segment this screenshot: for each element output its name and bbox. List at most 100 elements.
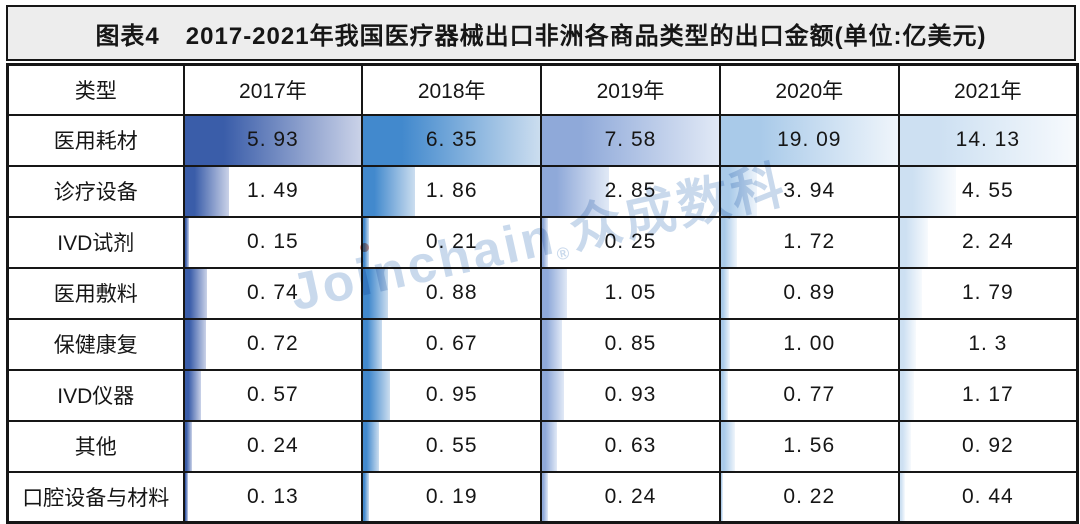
cell-value: 0. 88 [425,281,478,304]
data-bar [363,472,369,521]
value-cell: 0. 93 [540,368,721,422]
data-bar [720,472,723,521]
cell-value: 4. 55 [961,179,1014,202]
cell-value: 0. 44 [961,484,1014,508]
value-cell: 4. 55 [897,164,1079,218]
row-label: 医用敷料 [6,266,185,320]
value-cell: 1. 3 [897,317,1079,371]
table-row: IVD仪器 0. 57 0. 95 0. 93 0. 77 1. 17 [6,368,1079,422]
value-cell: 14. 13 [897,113,1079,167]
table-row: 口腔设备与材料 0. 13 0. 19 0. 24 0. 22 0. 44 [6,470,1079,524]
data-bar [363,217,370,267]
data-bar [542,319,562,369]
table-row: IVD试剂 0. 15 0. 21 0. 25 1. 72 2. 24 [6,215,1079,269]
value-cell: 2. 24 [897,215,1079,269]
year-column-header: 2018年 [361,63,543,116]
data-bar [363,421,379,471]
row-label: IVD仪器 [6,368,185,422]
value-cell: 0. 22 [718,470,900,524]
data-bar [542,370,564,420]
cell-value: 0. 67 [425,332,478,355]
value-cell: 5. 93 [182,113,364,167]
value-cell: 0. 13 [182,470,364,524]
value-cell: 0. 77 [718,368,900,422]
cell-value: 0. 72 [247,332,299,355]
type-column-header: 类型 [6,63,185,116]
data-bar [899,115,1076,165]
header-row: 类型 2017年 2018年 2019年 2020年 2021年 [6,63,1079,116]
row-label: 口腔设备与材料 [6,470,185,524]
data-bar [184,115,362,165]
value-cell: 0. 95 [361,368,543,422]
value-cell: 0. 24 [182,419,364,473]
value-cell: 1. 05 [540,266,721,320]
data-bar [542,472,548,521]
value-cell: 0. 55 [361,419,543,473]
cell-value: 0. 92 [961,434,1014,457]
cell-value: 1. 79 [961,281,1014,304]
data-bar [720,217,737,267]
cell-value: 1. 00 [783,332,836,355]
data-bar [184,166,229,216]
value-cell: 0. 85 [540,317,721,371]
figure-title: 2017-2021年我国医疗器械出口非洲各商品类型的出口金额(单位:亿美元) [185,22,987,50]
year-column-header: 2021年 [897,63,1079,116]
data-bar [720,319,731,369]
value-cell: 1. 17 [897,368,1079,422]
figure-title-bar: 图表4 2017-2021年我国医疗器械出口非洲各商品类型的出口金额(单位:亿美… [6,5,1076,61]
year-column-header: 2019年 [540,63,721,116]
value-cell: 0. 89 [718,266,900,320]
value-cell: 6. 35 [361,113,543,167]
cell-value: 1. 05 [604,281,657,304]
cell-value: 0. 89 [783,281,836,304]
value-cell: 0. 92 [897,419,1079,473]
cell-value: 0. 21 [425,230,478,253]
data-bar [363,319,382,369]
cell-value: 1. 17 [961,383,1014,406]
data-bar [899,268,923,318]
data-bar [184,217,189,267]
cell-value: 0. 63 [604,434,657,457]
data-bar [363,370,390,420]
data-bar [184,268,207,318]
row-label: 其他 [6,419,185,473]
cell-value: 5. 93 [247,128,299,151]
value-cell: 1. 00 [718,317,900,371]
row-label: 医用耗材 [6,113,185,167]
value-cell: 2. 85 [540,164,721,218]
value-cell: 0. 88 [361,266,543,320]
value-cell: 1. 49 [182,164,364,218]
cell-value: 0. 74 [247,281,299,304]
cell-value: 0. 19 [425,484,478,508]
cell-value: 7. 58 [604,128,657,151]
value-cell: 0. 74 [182,266,364,320]
data-bar [720,421,736,471]
cell-value: 0. 24 [247,434,299,457]
cell-value: 2. 85 [604,179,657,202]
data-bar [899,319,916,369]
table-row: 医用敷料 0. 74 0. 88 1. 05 0. 89 1. 79 [6,266,1079,320]
data-bar [542,166,609,216]
cell-value: 0. 95 [425,383,478,406]
data-bar [184,370,202,420]
table-row: 保健康复 0. 72 0. 67 0. 85 1. 00 1. 3 [6,317,1079,371]
data-bar [720,268,730,318]
cell-value: 0. 24 [604,484,657,508]
data-bar [899,370,915,420]
value-cell: 1. 79 [897,266,1079,320]
value-cell: 7. 58 [540,113,721,167]
data-bar [542,115,719,165]
data-bar [720,115,898,165]
data-bar [184,472,189,521]
cell-value: 0. 22 [783,484,836,508]
data-bar [899,217,928,267]
data-bar [184,421,192,471]
data-bar [899,166,957,216]
value-cell: 1. 86 [361,164,543,218]
cell-value: 2. 24 [961,230,1014,253]
row-label: IVD试剂 [6,215,185,269]
data-bar [542,217,548,267]
data-bar [184,319,206,369]
cell-value: 0. 25 [604,230,657,253]
